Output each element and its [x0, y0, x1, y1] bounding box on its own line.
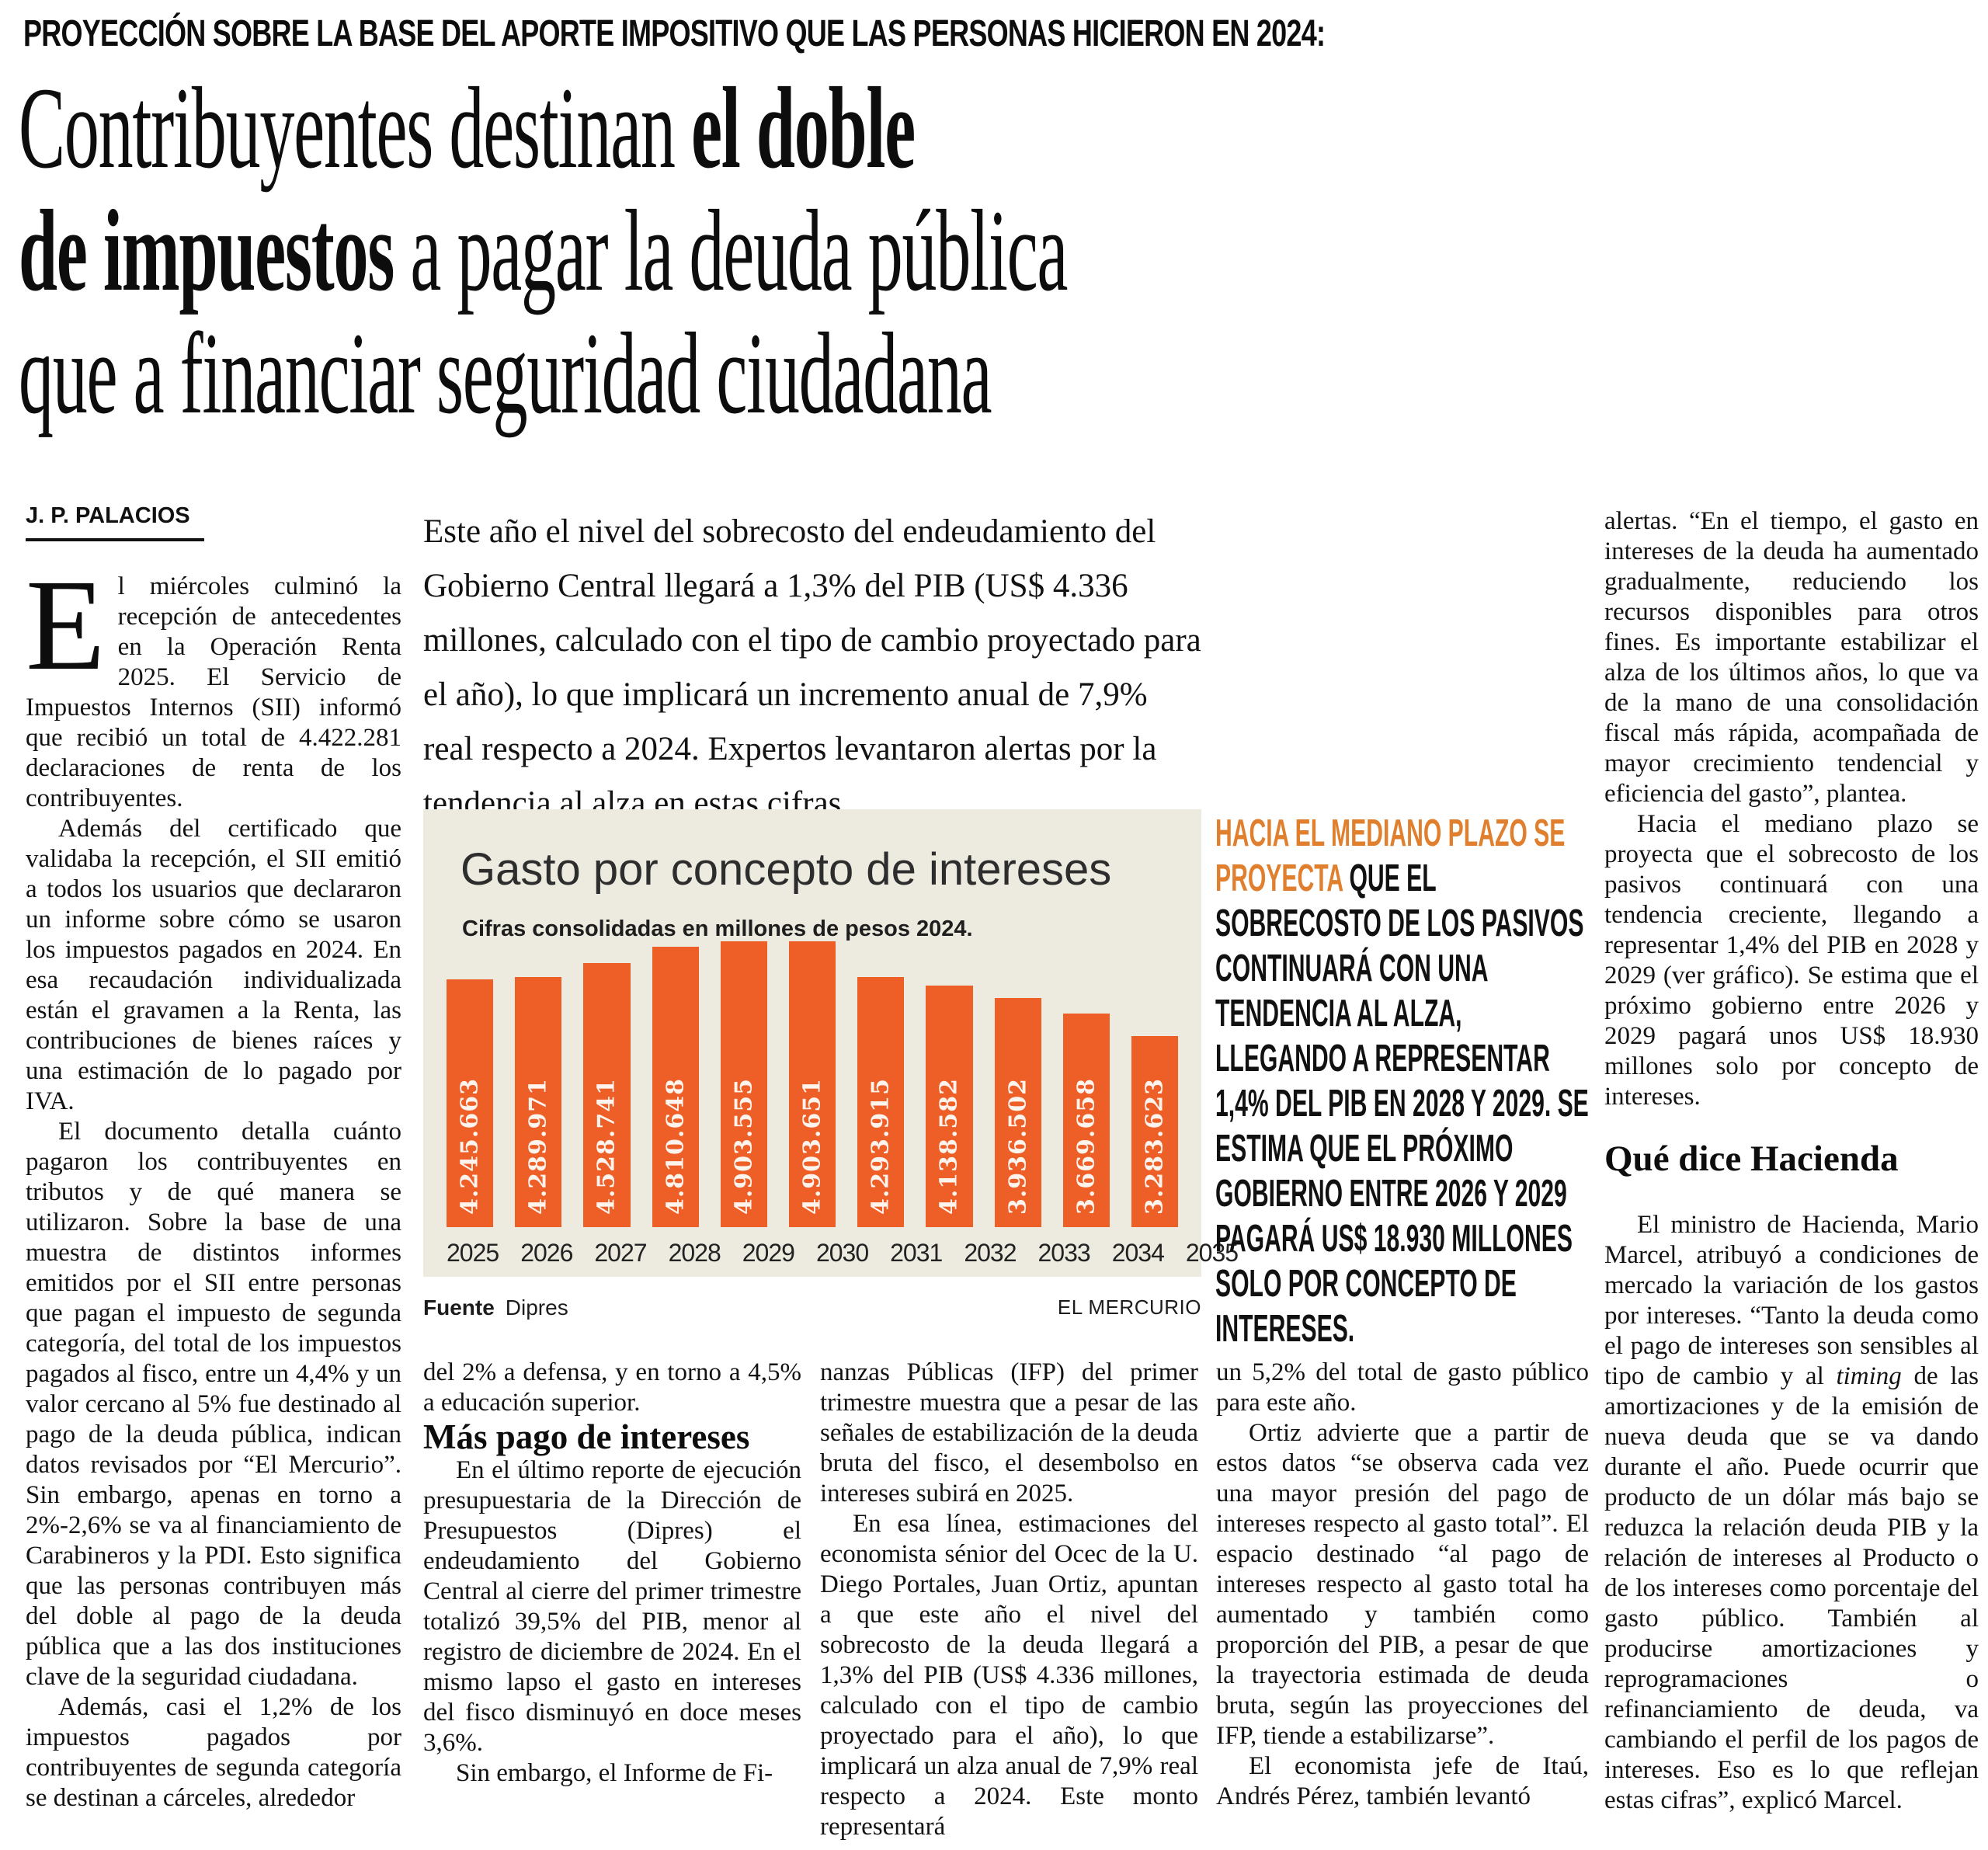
bar-value-label: 4.138.582 — [935, 1077, 963, 1215]
bar-year-label: 2029 — [742, 1239, 795, 1267]
paragraph: alertas. “En el tiempo, el gasto en inte… — [1604, 507, 1979, 808]
headline-line-3: que a financiar seguridad ciudadana — [19, 309, 992, 438]
chart-years: 2025 2026 2027 2028 2029 2030 2031 2032 2033 2034… — [447, 1239, 1239, 1268]
bar: 4.245.663 — [447, 979, 494, 1227]
pull-quote-rest: QUE EL SOBRECOSTO DE LOS PASIVOS CONTINU… — [1215, 857, 1589, 1350]
bar-year-label: 2027 — [594, 1239, 647, 1267]
bar-year-label: 2026 — [520, 1239, 573, 1267]
paragraph: El ministro de Hacienda, Mario Marcel, a… — [1604, 1210, 1979, 1816]
bar: 4.138.582 — [926, 986, 973, 1227]
section-subhead: Qué dice Hacienda — [1604, 1139, 1899, 1179]
kicker: PROYECCIÓN SOBRE LA BASE DEL APORTE IMPO… — [23, 13, 1326, 54]
bar: 3.669.658 — [1062, 1014, 1110, 1227]
bar-year-label: 2032 — [964, 1239, 1017, 1267]
bar: 4.293.915 — [857, 977, 905, 1227]
headline-line2-bold: de impuestos — [19, 186, 411, 315]
italic-word: timing — [1836, 1362, 1902, 1390]
pull-quote: HACIA EL MEDIANO PLAZO SE PROYECTA QUE E… — [1215, 811, 1592, 1351]
headline-line-1: Contribuyentes destinan el doble — [19, 67, 1174, 190]
paragraph: En el último reporte de ejecución presup… — [423, 1456, 801, 1757]
section-subhead: Más pago de intereses — [423, 1417, 750, 1456]
paragraph: En esa línea, estimaciones del economist… — [820, 1510, 1198, 1841]
headline-line-2: de impuestos a pagar la deuda pública — [19, 190, 1174, 312]
bar: 4.289.971 — [515, 977, 562, 1227]
chart-bars: 4.245.663 4.289.971 4.528.741 4.810.648 4.90… — [447, 941, 1179, 1227]
bar: 4.903.651 — [788, 941, 836, 1227]
bar-value-label: 4.903.555 — [730, 1077, 758, 1215]
bar-value-label: 3.936.502 — [1004, 1077, 1032, 1215]
bar: 4.810.648 — [652, 947, 699, 1227]
paragraph-text: de las amortizaciones y de la emisión de… — [1604, 1362, 1979, 1814]
paragraph: un 5,2% del total de gasto público para … — [1216, 1358, 1589, 1417]
bar-year-label: 2030 — [815, 1239, 869, 1267]
paragraph: Hacia el mediano plazo se proyecta que e… — [1604, 810, 1979, 1111]
interest-expense-chart: Gasto por concepto de intereses Cifras c… — [423, 809, 1239, 1277]
column-c: un 5,2% del total de gasto público para … — [1216, 1358, 1589, 1831]
bar-year-label: 2025 — [447, 1239, 499, 1267]
chart-subtitle: Cifras consolidadas en millones de pesos… — [462, 916, 973, 941]
headline-line1-bold: el doble — [691, 64, 916, 193]
headline-line1-regular: Contribuyentes destinan — [19, 64, 692, 193]
column-b: nanzas Públicas (IFP) del primer trimest… — [820, 1358, 1198, 1841]
bar-value-label: 3.283.623 — [1141, 1077, 1169, 1215]
paragraph: Además, casi el 1,2% de los impuestos pa… — [26, 1693, 401, 1812]
bar-year-label: 2028 — [668, 1239, 721, 1267]
bar-value-label: 4.293.915 — [867, 1077, 895, 1215]
bar: 3.936.502 — [994, 998, 1041, 1227]
bar-year-label: 2034 — [1111, 1239, 1165, 1267]
bar-value-label: 4.245.663 — [456, 1077, 484, 1215]
paragraph: del 2% a defensa, y en torno a 4,5% a ed… — [423, 1358, 801, 1417]
bar: 4.528.741 — [583, 963, 631, 1227]
byline: J. P. PALACIOS — [26, 503, 204, 541]
bar-value-label: 4.528.741 — [593, 1077, 620, 1215]
lede-paragraph: Este año el nivel del sobrecosto del end… — [423, 513, 1201, 822]
paragraph: Sin embargo, el Informe de Fi- — [456, 1759, 773, 1787]
chart-source: Dipres — [505, 1295, 568, 1320]
bar-value-label: 3.669.658 — [1072, 1077, 1100, 1215]
chart-title: Gasto por concepto de intereses — [461, 844, 1112, 895]
bar: 4.903.555 — [720, 941, 767, 1227]
bar: 3.283.623 — [1131, 1036, 1179, 1227]
chart-footer: EL MERCURIO Fuente Dipres — [423, 1295, 1201, 1320]
right-column: alertas. “En el tiempo, el gasto en inte… — [1604, 506, 1979, 1836]
bar-value-label: 4.903.651 — [798, 1077, 826, 1215]
paragraph-text: l miércoles culminó la recepción de ante… — [26, 572, 401, 812]
paragraph: El documento detalla cuánto pagaron los … — [26, 1118, 401, 1691]
paragraph: Ortiz advierte que a partir de estos dat… — [1216, 1419, 1589, 1750]
page-title: Contribuyentes destinan el doble de impu… — [19, 67, 1174, 435]
chart-credit: EL MERCURIO — [1057, 1295, 1201, 1319]
paragraph: nanzas Públicas (IFP) del primer trimest… — [820, 1358, 1198, 1507]
pull-quote-highlight: HACIA EL MEDIANO PLAZO SE PROYECTA — [1215, 812, 1566, 899]
paragraph-text: El ministro de Hacienda, Mario Marcel, a… — [1604, 1211, 1979, 1390]
bar-year-label: 2031 — [890, 1239, 943, 1267]
drop-cap: E — [26, 553, 106, 697]
paragraph: Además del certificado que validaba la r… — [26, 815, 401, 1115]
bar-year-label: 2035 — [1185, 1239, 1239, 1267]
bar-year-label: 2033 — [1037, 1239, 1091, 1267]
headline-line2-regular: a pagar la deuda pública — [410, 186, 1068, 315]
bar-value-label: 4.289.971 — [524, 1077, 552, 1215]
bar-value-label: 4.810.648 — [662, 1077, 690, 1215]
paragraph: El economista jefe de Itaú, Andrés Pérez… — [1216, 1752, 1589, 1810]
pull-quote-text: HACIA EL MEDIANO PLAZO SE PROYECTA QUE E… — [1215, 811, 1593, 1351]
chart-source-label: Fuente — [423, 1295, 495, 1320]
column-a: del 2% a defensa, y en torno a 4,5% a ed… — [423, 1358, 801, 1831]
